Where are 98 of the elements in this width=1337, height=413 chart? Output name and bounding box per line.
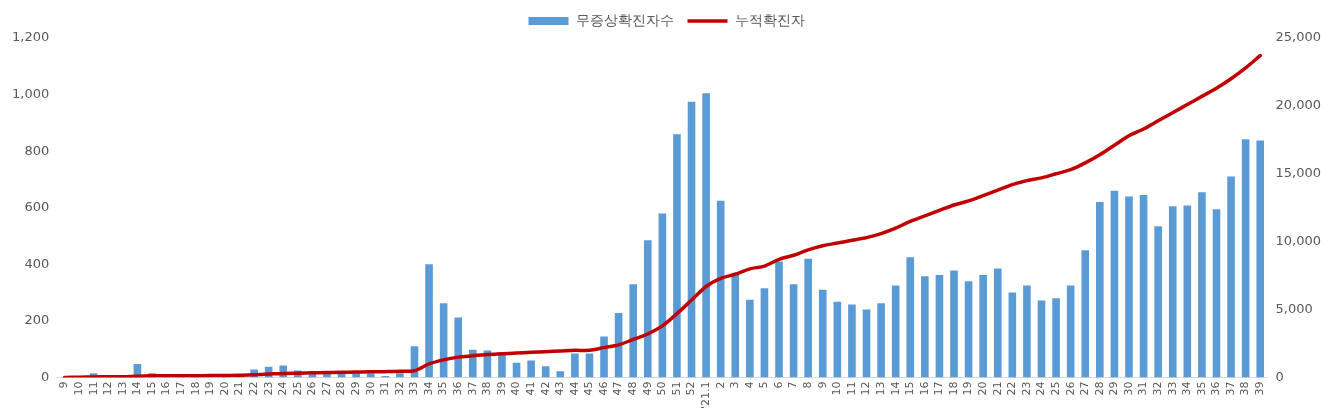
x-tick-label: 44 (567, 381, 581, 396)
x-tick-label: 20 (976, 381, 990, 396)
y-tick-label: 0 (40, 368, 50, 384)
x-tick-label: 13 (115, 381, 129, 396)
y-tick-label: 600 (24, 199, 50, 215)
x-tick-label: 40 (509, 381, 523, 396)
x-tick-label: 10 (830, 381, 844, 396)
x-tick-label: 26 (305, 381, 319, 396)
x-tick-label: 21 (232, 381, 246, 396)
x-tick-label: 46 (596, 381, 610, 396)
x-tick-label: 10 (71, 381, 85, 396)
x-tick-label: 41 (523, 381, 537, 396)
x-tick-label: 25 (290, 381, 304, 396)
x-tick-label: 39 (1253, 381, 1267, 396)
x-tick-label: 39 (494, 381, 508, 396)
x-tick-label: 42 (538, 381, 552, 396)
legend-label: 누적확진자 (734, 11, 805, 28)
x-tick-label: 50 (655, 381, 669, 396)
x-tick-label: 19 (961, 381, 975, 396)
x-tick-label: 23 (1019, 381, 1033, 396)
x-tick-label: 30 (1121, 381, 1135, 396)
x-tick-label: 26 (1063, 381, 1077, 396)
x-tick-label: 13 (873, 381, 887, 396)
x-tick-label: 30 (363, 381, 377, 396)
x-tick-label: 6 (771, 381, 785, 389)
x-tick-label: 12 (101, 381, 115, 396)
legend-label: 무증상확진자수 (575, 11, 674, 28)
x-tick-label: 9 (57, 381, 71, 389)
x-tick-label: 23 (261, 381, 275, 396)
x-tick-label: 8 (801, 381, 815, 389)
x-tick-label: '21.1 (698, 381, 712, 410)
x-tick-label: 37 (465, 381, 479, 396)
x-tick-label: 33 (407, 381, 421, 396)
x-tick-label: 15 (144, 381, 158, 396)
x-tick-label: 33 (1165, 381, 1179, 396)
x-tick-label: 2 (713, 381, 727, 389)
x-tick-label: 22 (1005, 381, 1019, 396)
x-tick-label: 36 (451, 381, 465, 396)
x-tick-label: 17 (932, 381, 946, 396)
x-tick-label: 34 (1180, 381, 1194, 396)
x-tick-label: 24 (276, 381, 290, 396)
x-tick-label: 27 (1078, 381, 1092, 396)
x-tick-label: 31 (1136, 381, 1150, 396)
x-tick-label: 19 (203, 381, 217, 396)
x-tick-label: 47 (611, 381, 625, 396)
x-tick-label: 29 (349, 381, 362, 396)
x-tick-label: 45 (582, 381, 596, 396)
x-tick-label: 29 (1107, 381, 1121, 396)
x-tick-label: 21 (990, 381, 1004, 396)
x-tick-label: 20 (217, 381, 231, 396)
x-tick-label: 27 (319, 381, 333, 396)
x-tick-label: 25 (1048, 381, 1062, 396)
x-tick-label: 31 (378, 381, 392, 396)
x-tick-label: 11 (844, 381, 858, 396)
y-tick-label: 800 (24, 142, 50, 158)
x-tick-label: 43 (553, 381, 567, 396)
x-tick-label: 38 (480, 381, 494, 396)
x-tick-label: 49 (640, 381, 654, 396)
y2-tick-label: 15,000 (1275, 165, 1322, 181)
x-tick-label: 18 (946, 381, 960, 396)
x-tick-label: 35 (436, 381, 450, 396)
x-tick-label: 14 (888, 381, 902, 396)
x-tick-label: 24 (1034, 381, 1048, 396)
x-tick-label: 16 (159, 381, 173, 396)
x-tick-label: 32 (392, 381, 406, 396)
x-tick-label: 35 (1194, 381, 1208, 396)
x-tick-label: 18 (188, 381, 202, 396)
x-tick-label: 34 (421, 381, 435, 396)
x-tick-label: 37 (1223, 381, 1237, 396)
x-tick-label: 36 (1209, 381, 1223, 396)
y2-tick-label: 20,000 (1275, 97, 1322, 113)
x-tick-label: 3 (728, 381, 742, 389)
y2-tick-label: 5,000 (1275, 300, 1313, 316)
x-tick-label: 28 (1092, 381, 1106, 396)
x-tick-label: 7 (786, 381, 800, 389)
x-tick-label: 11 (86, 381, 100, 396)
x-tick-label: 52 (684, 381, 698, 396)
x-tick-label: 4 (742, 381, 756, 389)
x-tick-label: 32 (1151, 381, 1165, 396)
x-tick-label: 28 (334, 381, 348, 396)
x-tick-label: 51 (669, 381, 683, 396)
x-tick-label: 15 (903, 381, 917, 396)
x-tick-label: 14 (130, 381, 144, 396)
x-tick-label: 16 (917, 381, 931, 396)
y2-tick-label: 10,000 (1275, 233, 1322, 249)
x-tick-label: 12 (859, 381, 873, 396)
x-tick-label: 38 (1238, 381, 1252, 396)
x-tick-label: 9 (815, 381, 829, 389)
y-tick-label: 1,200 (12, 29, 50, 45)
x-tick-label: 22 (246, 381, 260, 396)
y-tick-label: 200 (24, 312, 50, 328)
y-tick-label: 1,000 (12, 85, 50, 101)
y-tick-label: 400 (24, 255, 50, 271)
x-tick-label: 48 (626, 381, 640, 396)
y2-tick-label: 25,000 (1275, 29, 1322, 45)
x-tick-label: 5 (757, 381, 771, 389)
y2-tick-label: 0 (1275, 368, 1284, 384)
x-tick-label: 17 (174, 381, 188, 396)
